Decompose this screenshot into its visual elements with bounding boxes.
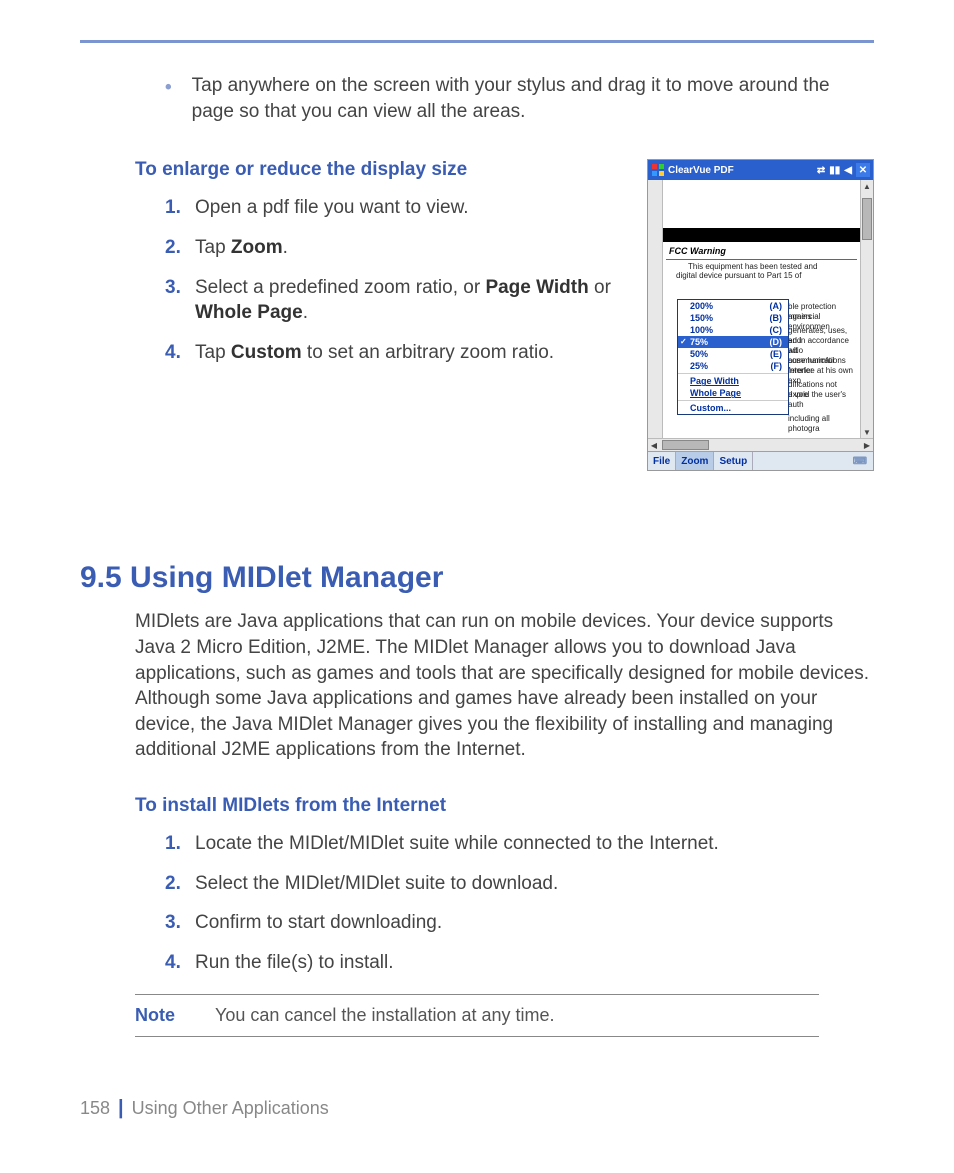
- scroll-thumb[interactable]: [862, 198, 872, 240]
- step-4: Tap Custom to set an arbitrary zoom rati…: [165, 340, 629, 366]
- step-2: Tap Zoom.: [165, 235, 629, 261]
- doc-r9: d void the user's auth: [788, 390, 857, 410]
- document-content: FCC Warning This equipment has been test…: [663, 180, 860, 438]
- menu-setup[interactable]: Setup: [714, 452, 753, 470]
- step-3-b: Page Width: [485, 277, 588, 298]
- hscroll-thumb[interactable]: [662, 440, 709, 450]
- intro-bullet-text: Tap anywhere on the screen with your sty…: [192, 73, 874, 124]
- step-4-a: Tap: [195, 342, 231, 363]
- install-step-2: Select the MIDlet/MIDlet suite to downlo…: [165, 871, 874, 897]
- section-body: MIDlets are Java applications that can r…: [135, 609, 874, 763]
- app-title: ClearVue PDF: [668, 165, 734, 176]
- zoom-menu: 200%(A) 150%(B) 100%(C) 75%(D) 50%(E) 25…: [677, 299, 789, 415]
- scroll-down-icon[interactable]: ▼: [861, 426, 873, 438]
- step-1: Open a pdf file you want to view.: [165, 195, 629, 221]
- close-icon[interactable]: ✕: [856, 163, 870, 177]
- ruler-left: [648, 180, 663, 438]
- step-3: Select a predefined zoom ratio, or Page …: [165, 275, 629, 326]
- fcc-warning-title: FCC Warning: [669, 246, 860, 256]
- step-4-b: Custom: [231, 342, 302, 363]
- note-rule-top: [135, 994, 819, 995]
- intro-bullet: • Tap anywhere on the screen with your s…: [165, 73, 874, 124]
- step-3-a: Select a predefined zoom ratio, or: [195, 277, 485, 298]
- footer-chapter: Using Other Applications: [132, 1098, 329, 1119]
- step-3-e: .: [303, 302, 308, 323]
- zoom-whole-page[interactable]: Whole Page: [678, 387, 788, 399]
- warning-rule: [666, 259, 857, 260]
- doc-text-line2: digital device pursuant to Part 15 of: [673, 271, 860, 280]
- subheading-display-size: To enlarge or reduce the display size: [135, 159, 629, 181]
- bullet-dot: •: [165, 75, 172, 124]
- black-bar: [663, 228, 860, 242]
- zoom-page-width[interactable]: Page Width: [678, 375, 788, 387]
- zoom-150[interactable]: 150%(B): [678, 312, 788, 324]
- zoom-25[interactable]: 25%(F): [678, 360, 788, 372]
- embedded-screenshot: ClearVue PDF ⇄ ▮▮ ◀ ✕ FCC Warning This e…: [647, 159, 874, 471]
- step-3-c: or: [589, 277, 611, 298]
- zoom-200[interactable]: 200%(A): [678, 300, 788, 312]
- zoom-50[interactable]: 50%(E): [678, 348, 788, 360]
- menu-zoom[interactable]: Zoom: [676, 452, 714, 470]
- step-3-d: Whole Page: [195, 302, 303, 323]
- steps-install-midlets: Locate the MIDlet/MIDlet suite while con…: [165, 831, 874, 976]
- zoom-custom[interactable]: Custom...: [678, 402, 788, 414]
- vertical-scrollbar[interactable]: ▲ ▼: [860, 180, 873, 438]
- step-2-b: Zoom: [231, 237, 283, 258]
- note-row: Note You can cancel the installation at …: [135, 1005, 819, 1026]
- step-1-text: Open a pdf file you want to view.: [195, 197, 469, 218]
- bottom-toolbar: File Zoom Setup ⌨: [648, 451, 873, 470]
- install-step-3: Confirm to start downloading.: [165, 910, 874, 936]
- section-heading: 9.5 Using MIDlet Manager: [80, 561, 874, 595]
- zoom-100[interactable]: 100%(C): [678, 324, 788, 336]
- step-2-a: Tap: [195, 237, 231, 258]
- zoom-75-selected[interactable]: 75%(D): [678, 336, 788, 348]
- note-label: Note: [135, 1005, 215, 1026]
- doc-r10: including all photogra: [788, 414, 857, 434]
- scroll-right-icon[interactable]: ▶: [861, 441, 873, 450]
- scroll-up-icon[interactable]: ▲: [861, 180, 873, 192]
- titlebar: ClearVue PDF ⇄ ▮▮ ◀ ✕: [648, 160, 873, 180]
- signal-icon: ▮▮: [829, 165, 840, 176]
- page-footer: 158 | Using Other Applications: [80, 1097, 874, 1120]
- step-4-c: to set an arbitrary zoom ratio.: [302, 342, 554, 363]
- horizontal-scrollbar[interactable]: ◀ ▶: [648, 438, 873, 451]
- steps-display-size: Open a pdf file you want to view. Tap Zo…: [165, 195, 629, 365]
- connection-icon: ⇄: [817, 165, 825, 176]
- doc-text-line1: This equipment has been tested and: [685, 262, 860, 271]
- install-step-1: Locate the MIDlet/MIDlet suite while con…: [165, 831, 874, 857]
- top-rule: [80, 40, 874, 43]
- install-step-4: Run the file(s) to install.: [165, 950, 874, 976]
- note-rule-bottom: [135, 1036, 819, 1037]
- scroll-left-icon[interactable]: ◀: [648, 441, 660, 450]
- page-number: 158: [80, 1098, 110, 1119]
- keyboard-icon[interactable]: ⌨: [848, 452, 873, 470]
- windows-icon: [651, 163, 665, 177]
- speaker-icon: ◀: [844, 165, 852, 176]
- menu-file[interactable]: File: [648, 452, 676, 470]
- note-text: You can cancel the installation at any t…: [215, 1005, 555, 1026]
- subheading-install-midlets: To install MIDlets from the Internet: [135, 795, 874, 817]
- footer-separator: |: [118, 1097, 124, 1120]
- step-2-c: .: [283, 237, 288, 258]
